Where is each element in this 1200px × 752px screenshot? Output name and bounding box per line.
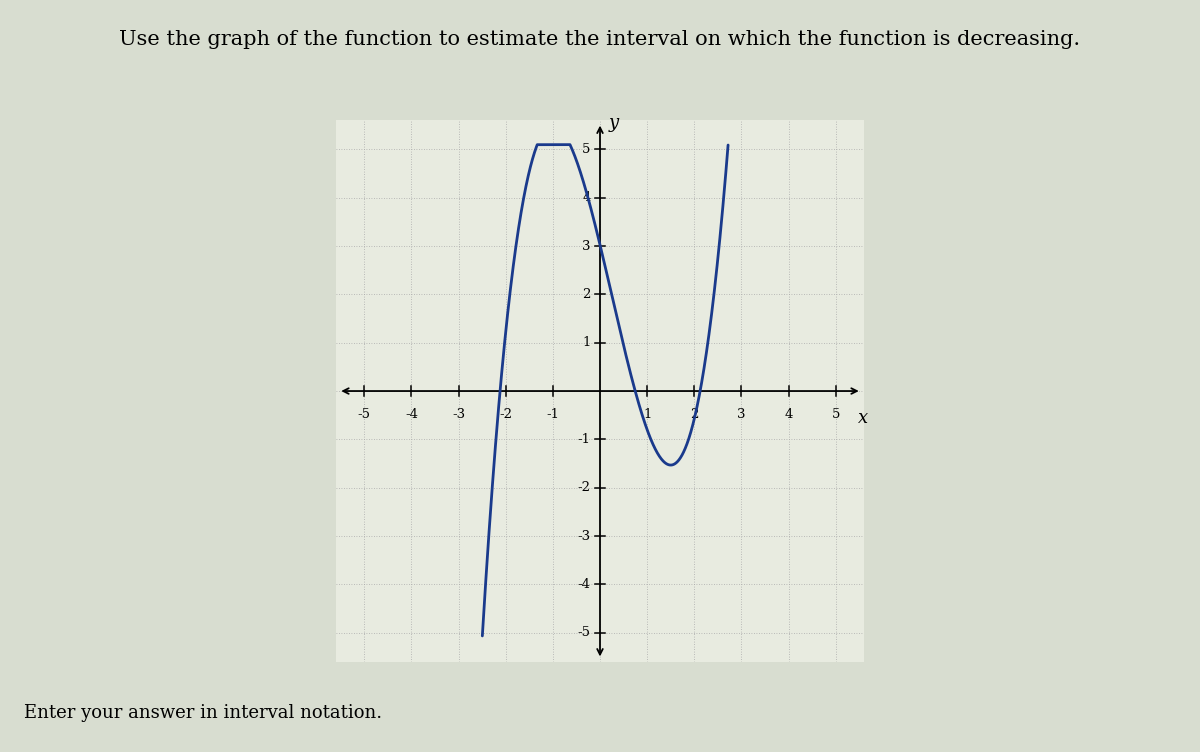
Text: 4: 4 xyxy=(582,191,590,205)
Text: y: y xyxy=(608,114,619,132)
Text: -3: -3 xyxy=(452,408,466,421)
Text: x: x xyxy=(858,409,868,427)
Text: -1: -1 xyxy=(577,433,590,446)
Text: 1: 1 xyxy=(582,336,590,349)
Text: -5: -5 xyxy=(577,626,590,639)
Text: -4: -4 xyxy=(404,408,418,421)
Text: 5: 5 xyxy=(832,408,840,421)
Text: -3: -3 xyxy=(577,529,590,543)
Text: -1: -1 xyxy=(546,408,559,421)
Text: Use the graph of the function to estimate the interval on which the function is : Use the graph of the function to estimat… xyxy=(120,30,1080,49)
Text: -2: -2 xyxy=(577,481,590,494)
Text: Enter your answer in interval notation.: Enter your answer in interval notation. xyxy=(24,704,382,722)
Text: 5: 5 xyxy=(582,143,590,156)
Text: 2: 2 xyxy=(582,288,590,301)
Text: 3: 3 xyxy=(737,408,745,421)
Text: -4: -4 xyxy=(577,578,590,591)
Text: 4: 4 xyxy=(785,408,793,421)
Text: 2: 2 xyxy=(690,408,698,421)
Text: -2: -2 xyxy=(499,408,512,421)
Text: 3: 3 xyxy=(582,239,590,253)
Text: 1: 1 xyxy=(643,408,652,421)
Text: -5: -5 xyxy=(358,408,371,421)
